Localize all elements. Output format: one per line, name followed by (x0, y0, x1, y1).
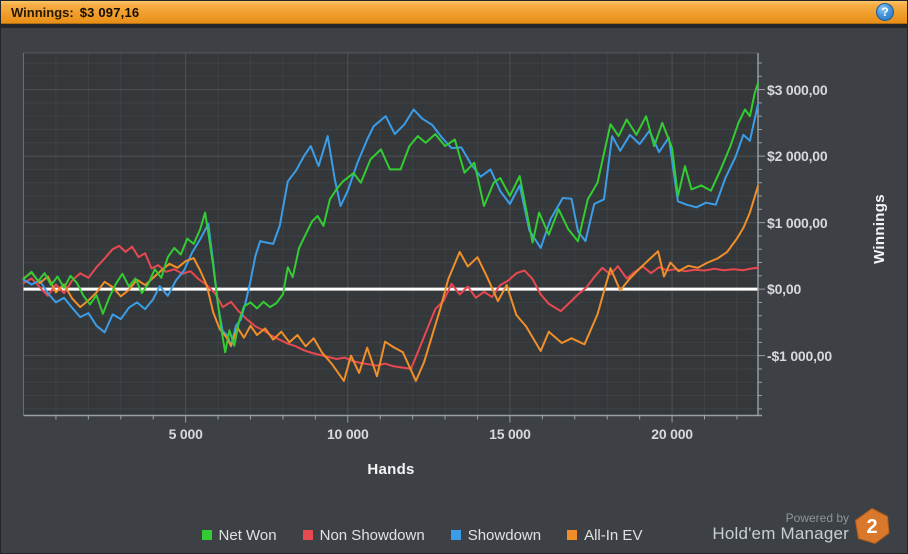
y-axis-label: Winnings (871, 194, 888, 264)
question-mark-icon: ? (881, 5, 889, 19)
help-button[interactable]: ? (876, 3, 894, 21)
y-tick-label: $3 000,00 (767, 81, 828, 98)
legend-item-non-showdown[interactable]: Non Showdown (302, 526, 425, 544)
legend-swatch-icon (567, 530, 578, 540)
legend-swatch-icon (302, 530, 313, 540)
x-tick-label: 15 000 (489, 426, 531, 442)
titlebar: Winnings: $3 097,16 (1, 1, 907, 24)
brand-badge: 2 (853, 507, 891, 545)
series-showdown (22, 103, 759, 348)
x-axis-label: Hands (367, 461, 415, 478)
legend: Net Won Non Showdown Showdown All-In EV (1, 524, 875, 546)
hexagon-badge-icon: 2 (854, 507, 890, 545)
legend-swatch-icon (201, 530, 212, 540)
legend-item-label: All-In EV (584, 526, 643, 544)
titlebar-winnings-value: $3 097,16 (79, 4, 140, 20)
y-tick-label: $2 000,00 (767, 148, 828, 165)
brand-label: Hold'em Manager (712, 524, 849, 544)
titlebar-label: Winnings: (11, 4, 74, 20)
series-non-showdown (22, 244, 759, 370)
titlebar-divider (1, 24, 907, 28)
x-tick-label: 10 000 (326, 426, 369, 442)
x-tick-label: 5 000 (168, 426, 203, 442)
legend-item-net-won[interactable]: Net Won (201, 526, 277, 544)
legend-item-showdown[interactable]: Showdown (450, 526, 542, 544)
y-tick-label: $0,00 (767, 281, 802, 298)
y-tick-label: -$1 000,00 (767, 347, 832, 364)
legend-item-label: Non Showdown (319, 526, 425, 544)
legend-item-label: Showdown (467, 526, 542, 544)
series-net-won (22, 82, 759, 354)
y-tick-label: $1 000,00 (767, 214, 828, 231)
legend-swatch-icon (450, 530, 461, 540)
legend-item-label: Net Won (218, 526, 277, 544)
x-tick-label: 20 000 (651, 426, 693, 442)
svg-text:2: 2 (866, 516, 877, 538)
powered-by-label: Powered by (785, 511, 849, 526)
legend-item-all-in-ev[interactable]: All-In EV (567, 527, 642, 544)
powered-by-block: Powered by Hold'em Manager (712, 511, 849, 544)
